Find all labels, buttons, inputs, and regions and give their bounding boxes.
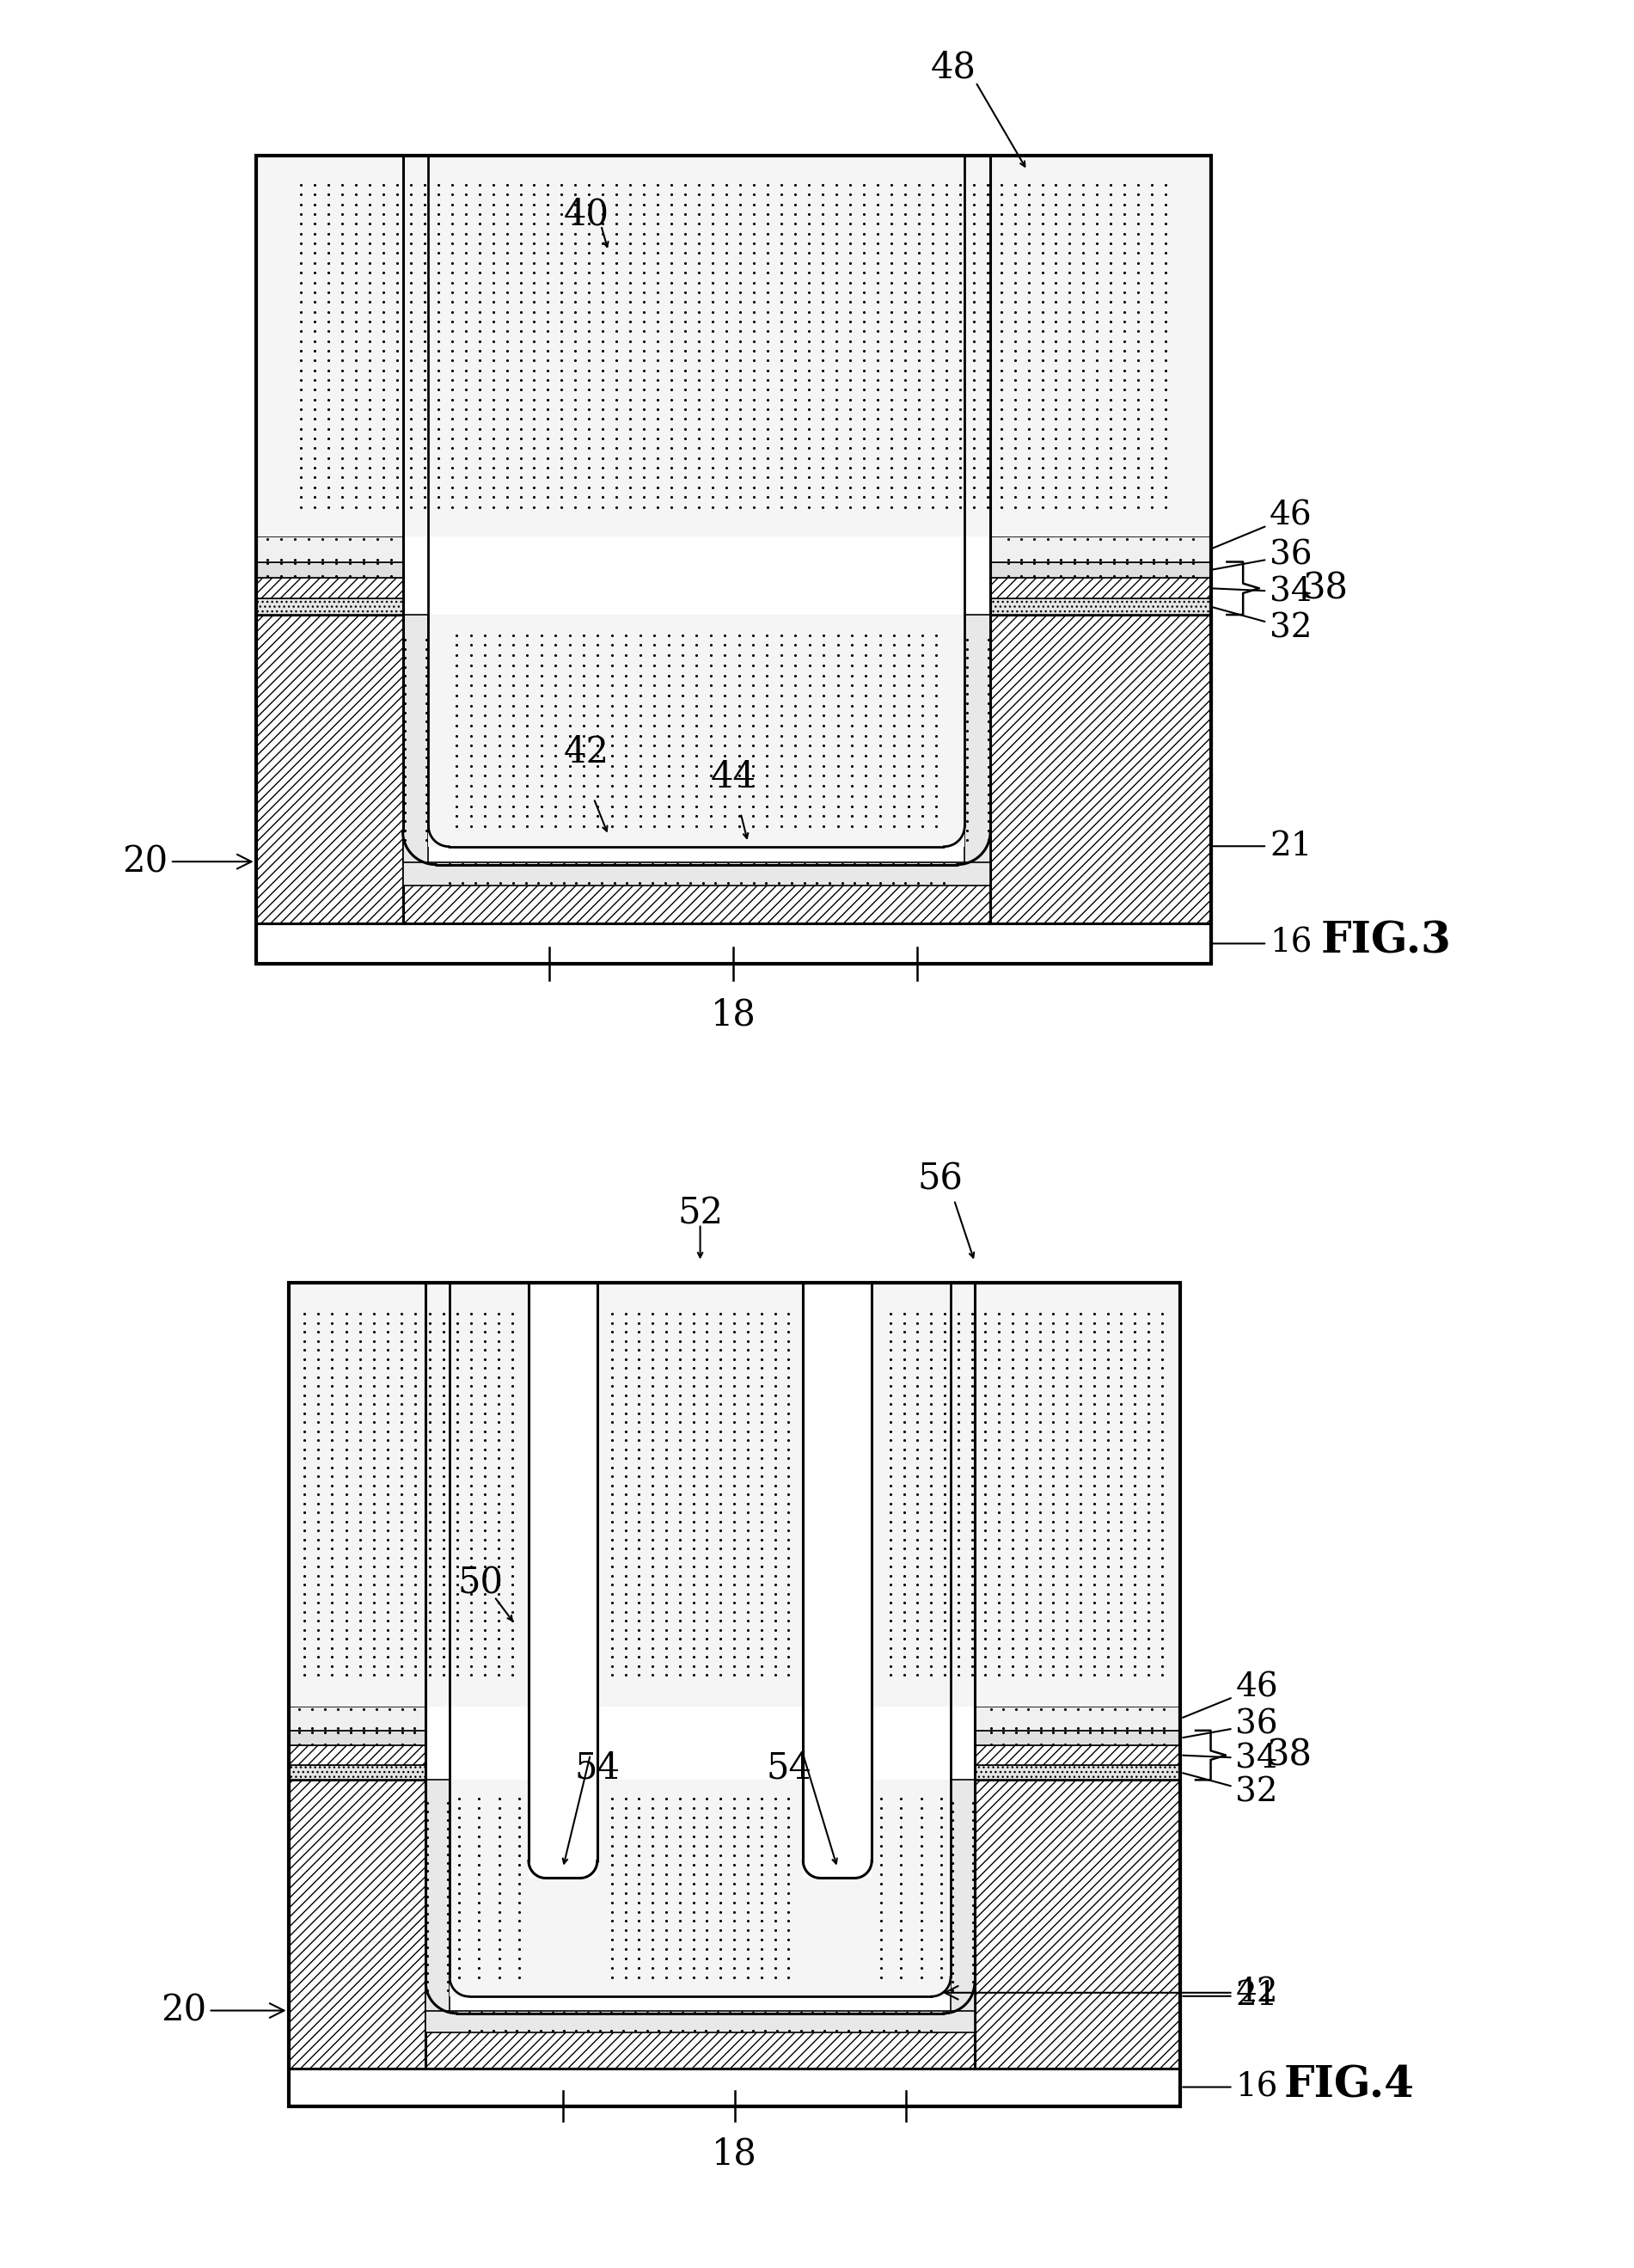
Bar — [289, 1746, 426, 1765]
Bar — [402, 862, 990, 885]
Text: 32: 32 — [1183, 1774, 1278, 1810]
Text: 42: 42 — [564, 735, 609, 771]
Bar — [257, 578, 402, 599]
Text: 18: 18 — [712, 2136, 757, 2173]
Text: 54: 54 — [575, 1751, 619, 1787]
Text: 20: 20 — [123, 844, 252, 880]
Text: 38: 38 — [1304, 569, 1348, 606]
Text: 46: 46 — [1212, 499, 1312, 549]
Text: 16: 16 — [1212, 928, 1312, 959]
Text: 52: 52 — [678, 1195, 722, 1232]
Bar — [529, 1213, 598, 1878]
Bar — [428, 615, 964, 846]
Bar — [802, 1213, 871, 1878]
Bar — [257, 562, 402, 578]
Bar — [426, 2014, 974, 2068]
Text: 32: 32 — [1212, 608, 1312, 644]
Text: 40: 40 — [564, 197, 609, 231]
Text: 34: 34 — [1212, 576, 1312, 608]
Bar — [289, 1281, 1180, 1706]
Bar — [257, 535, 402, 562]
Text: 20: 20 — [160, 1994, 284, 2028]
Text: FIG.3: FIG.3 — [1320, 921, 1451, 962]
Bar — [289, 1281, 1180, 2107]
Bar — [257, 156, 1211, 535]
Bar — [990, 562, 1211, 578]
Text: 18: 18 — [711, 998, 757, 1034]
Bar — [257, 599, 402, 615]
Bar — [974, 1730, 1180, 1746]
Bar — [289, 1706, 426, 1730]
Text: 42: 42 — [944, 1978, 1278, 2009]
Bar — [289, 2068, 1180, 2107]
Bar — [289, 1765, 426, 1780]
Text: 46: 46 — [1183, 1672, 1278, 1717]
Text: 36: 36 — [1212, 540, 1312, 572]
Text: 50: 50 — [458, 1565, 503, 1601]
Bar — [974, 1746, 1180, 1765]
Text: 56: 56 — [918, 1161, 962, 1198]
Bar — [990, 535, 1211, 562]
Bar — [426, 1780, 449, 2014]
Text: FIG.4: FIG.4 — [1283, 2064, 1413, 2107]
Text: 38: 38 — [1266, 1737, 1312, 1774]
Bar — [449, 1780, 951, 1996]
Text: 44: 44 — [711, 760, 757, 796]
Bar — [289, 1730, 426, 1746]
Bar — [257, 615, 402, 923]
Bar — [974, 1706, 1180, 1730]
Bar — [974, 1780, 1180, 2068]
Bar — [257, 923, 1211, 964]
Bar — [402, 615, 428, 864]
Text: 16: 16 — [1183, 2071, 1278, 2102]
Bar — [951, 1780, 974, 2014]
Text: 34: 34 — [1183, 1742, 1278, 1774]
Text: 36: 36 — [1183, 1708, 1278, 1740]
Bar — [990, 615, 1211, 923]
Bar — [990, 578, 1211, 599]
Bar — [426, 2012, 974, 2032]
Bar — [289, 1780, 426, 2068]
Bar — [257, 156, 1211, 964]
Text: 48: 48 — [931, 50, 977, 86]
Bar — [974, 1765, 1180, 1780]
Text: 54: 54 — [766, 1751, 812, 1787]
Text: 21: 21 — [1212, 830, 1312, 862]
Bar — [402, 864, 990, 923]
Text: 21: 21 — [1183, 1980, 1278, 2012]
Bar — [964, 615, 990, 864]
Bar — [990, 599, 1211, 615]
